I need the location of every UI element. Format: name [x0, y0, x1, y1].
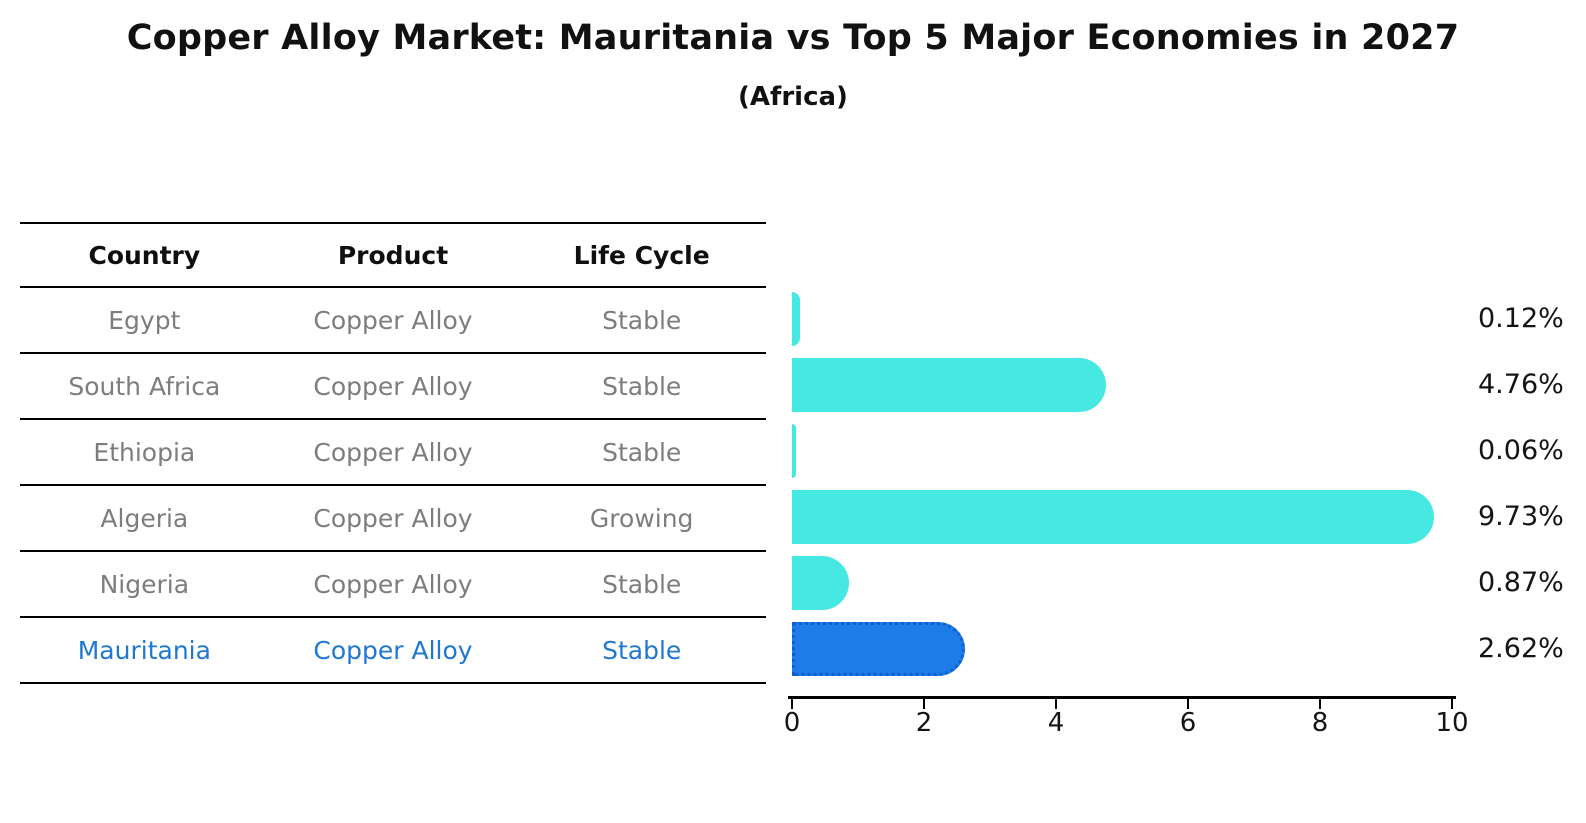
cell-country: Egypt [108, 305, 181, 335]
table-row-south-africa: South Africa Copper Alloy Stable [20, 354, 766, 420]
value-label-nigeria: 0.87% [1478, 567, 1564, 598]
table-row-ethiopia: Ethiopia Copper Alloy Stable [20, 420, 766, 486]
cell-product: Copper Alloy [313, 569, 473, 599]
x-axis-tick [1187, 699, 1189, 709]
bar-algeria [792, 490, 1435, 544]
cell-life-cycle: Stable [602, 371, 682, 401]
bar-south-africa [792, 358, 1107, 412]
bar-egypt [792, 292, 800, 346]
x-tick-label-2: 2 [915, 708, 933, 738]
value-label-ethiopia: 0.06% [1478, 435, 1564, 466]
value-label-south-africa: 4.76% [1478, 369, 1564, 400]
table-row-nigeria: Nigeria Copper Alloy Stable [20, 552, 766, 618]
x-axis-tick [1055, 699, 1057, 709]
chart-title: Copper Alloy Market: Mauritania vs Top 5… [126, 18, 1460, 58]
cell-life-cycle: Stable [602, 437, 682, 467]
cell-country: South Africa [68, 371, 221, 401]
column-header-country: Country [88, 240, 201, 270]
cell-product: Copper Alloy [313, 503, 473, 533]
x-axis-tick [791, 699, 793, 709]
cell-life-cycle: Stable [602, 305, 682, 335]
cell-product: Copper Alloy [313, 437, 473, 467]
column-header-product: Product [337, 240, 449, 270]
value-label-egypt: 0.12% [1478, 303, 1564, 334]
x-tick-label-6: 6 [1179, 708, 1197, 738]
cell-life-cycle: Growing [589, 503, 694, 533]
table-header-row: Country Product Life Cycle [20, 224, 766, 288]
cell-life-cycle: Stable [602, 635, 682, 665]
value-label-mauritania: 2.62% [1478, 633, 1564, 664]
cell-product: Copper Alloy [313, 371, 473, 401]
cell-country: Algeria [100, 503, 189, 533]
bar-ethiopia [792, 424, 796, 478]
table-row-mauritania: Mauritania Copper Alloy Stable [20, 618, 766, 684]
x-tick-label-4: 4 [1047, 708, 1065, 738]
chart-subtitle: (Africa) [738, 82, 848, 112]
country-table: Country Product Life Cycle Egypt Copper … [20, 222, 766, 684]
x-axis-tick [1319, 699, 1321, 709]
bar-nigeria [792, 556, 850, 610]
cell-country: Nigeria [99, 569, 190, 599]
cell-product: Copper Alloy [313, 305, 473, 335]
cell-country: Ethiopia [93, 437, 196, 467]
x-axis-spine [788, 696, 1456, 699]
x-axis-tick [923, 699, 925, 709]
x-axis-tick [1451, 699, 1453, 709]
x-tick-label-8: 8 [1311, 708, 1329, 738]
x-tick-label-10: 10 [1435, 708, 1469, 738]
cell-country: Mauritania [77, 635, 211, 665]
x-tick-label-0: 0 [783, 708, 801, 738]
bar-mauritania [792, 622, 965, 676]
value-label-algeria: 9.73% [1478, 501, 1564, 532]
cell-product: Copper Alloy [313, 635, 473, 665]
cell-life-cycle: Stable [602, 569, 682, 599]
table-row-algeria: Algeria Copper Alloy Growing [20, 486, 766, 552]
column-header-life-cycle: Life Cycle [573, 240, 710, 270]
table-row-egypt: Egypt Copper Alloy Stable [20, 288, 766, 354]
